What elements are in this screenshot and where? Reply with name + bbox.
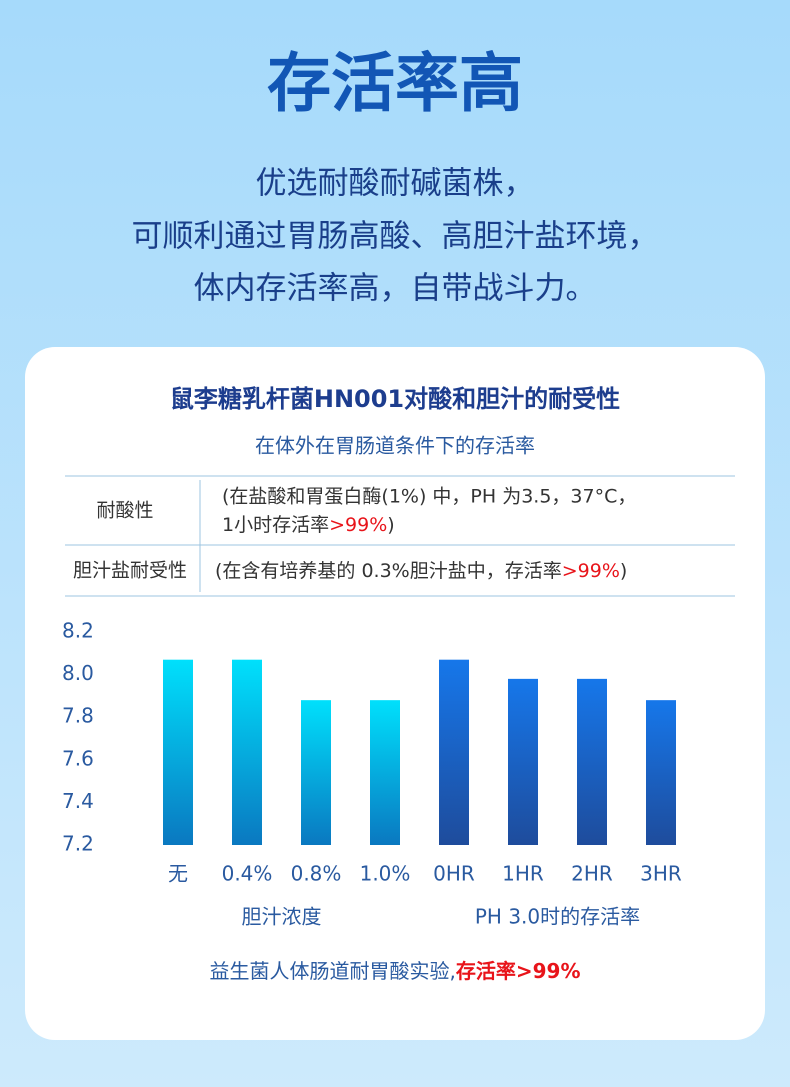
bar xyxy=(301,700,331,845)
card-title: 鼠李糖乳杆菌HN001对酸和胆汁的耐受性 xyxy=(170,385,620,413)
x-tick-label: 1.0% xyxy=(360,862,411,886)
y-tick-label: 7.2 xyxy=(62,832,94,856)
row-text: (在盐酸和胃蛋白酶(1%) 中，PH 为3.5，37°C， xyxy=(222,486,636,508)
bar xyxy=(232,659,262,845)
intro-line: 优选耐酸耐碱菌株， xyxy=(256,166,535,202)
bar xyxy=(577,678,607,845)
x-tick-label: 1HR xyxy=(502,862,544,886)
x-tick-label: 0.8% xyxy=(291,862,342,886)
group-label: 胆汁浓度 xyxy=(242,905,322,929)
y-tick-label: 7.4 xyxy=(62,789,94,813)
x-tick-label: 0HR xyxy=(433,862,475,886)
row-label: 耐酸性 xyxy=(96,500,153,522)
row-text-end: ) xyxy=(387,514,394,536)
bar xyxy=(646,700,676,845)
footer-text: 益生菌人体肠道耐胃酸实验, xyxy=(210,959,456,983)
card xyxy=(25,347,765,1040)
bar xyxy=(439,659,469,845)
table-lines xyxy=(65,475,735,597)
main-title: 存活率高 xyxy=(267,48,523,122)
y-tick-label: 7.8 xyxy=(62,704,94,728)
y-tick-label: 7.6 xyxy=(62,746,94,770)
row-text: (在含有培养基的 0.3%胆汁盐中，存活率>99%) xyxy=(215,560,627,582)
footer: 益生菌人体肠道耐胃酸实验,存活率>99% xyxy=(210,959,581,983)
row-text-end: ) xyxy=(620,560,627,582)
bar xyxy=(508,678,538,845)
card-subtitle: 在体外在胃肠道条件下的存活率 xyxy=(255,434,535,458)
x-tick-label: 3HR xyxy=(640,862,682,886)
intro-line: 可顺利通过胃肠高酸、高胆汁盐环境， xyxy=(132,219,659,255)
bar xyxy=(163,659,193,845)
intro-line: 体内存活率高，自带战斗力。 xyxy=(194,271,597,307)
x-tick-label: 0.4% xyxy=(222,862,273,886)
row-text: 1小时存活率>99%) xyxy=(222,514,395,536)
highlight: >99% xyxy=(329,514,387,536)
x-tick-label: 无 xyxy=(168,862,188,886)
group-label: PH 3.0时的存活率 xyxy=(475,905,640,929)
y-tick-label: 8.0 xyxy=(62,661,94,685)
bar xyxy=(370,700,400,845)
row-text-part: 1小时存活率 xyxy=(222,514,329,536)
highlight: >99% xyxy=(562,560,620,582)
footer-highlight: 存活率>99% xyxy=(456,959,581,983)
chart: 7.2 7.4 7.6 7.8 8.0 8.2 无 0.4% 0.8% 1.0% 胆汁浓度 0HR 1H… xyxy=(62,619,682,929)
y-tick-label: 8.2 xyxy=(62,619,94,643)
x-tick-label: 2HR xyxy=(571,862,613,886)
row-text-part: (在含有培养基的 0.3%胆汁盐中，存活率 xyxy=(215,560,562,582)
row-label: 胆汁盐耐受性 xyxy=(73,560,187,582)
